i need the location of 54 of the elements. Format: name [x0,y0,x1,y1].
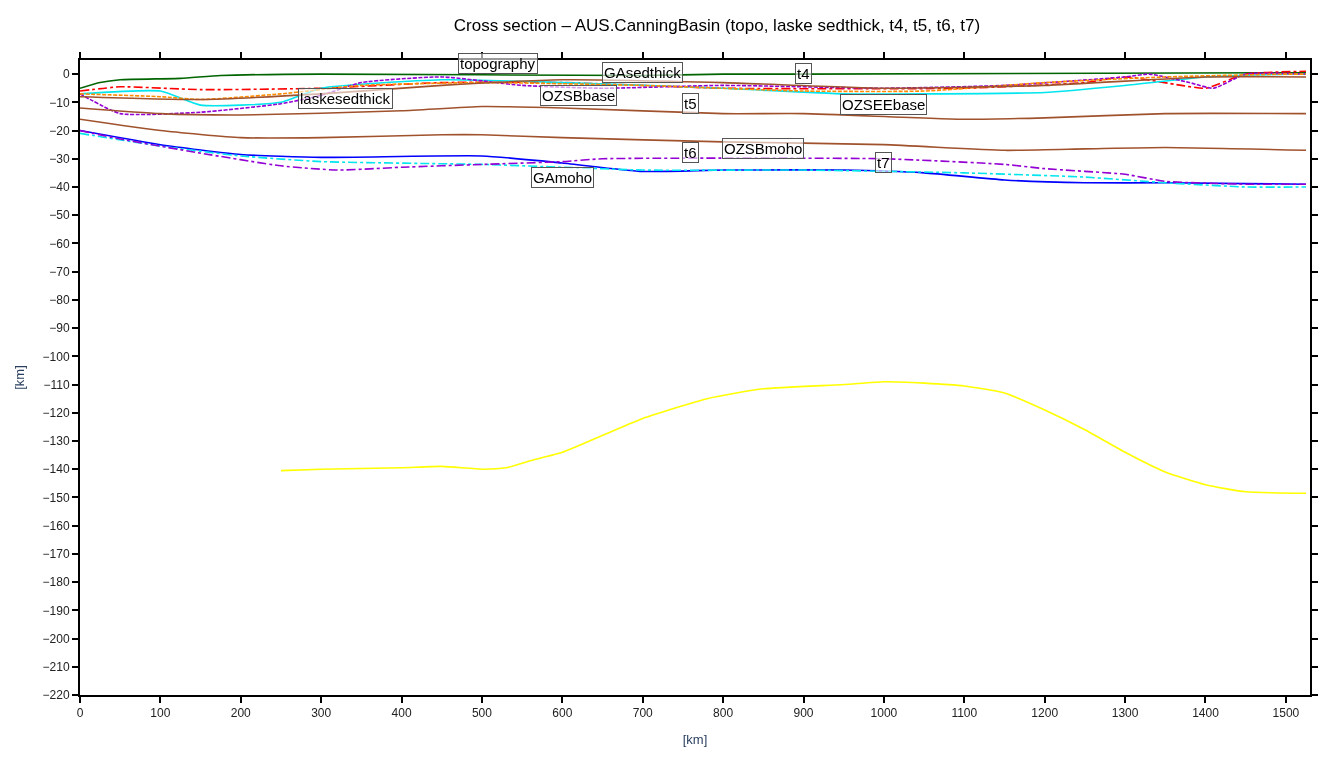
y-tick-label: −170 [42,547,70,562]
y-tick-label: −220 [42,688,70,703]
x-tick-label: 600 [552,706,573,721]
x-tick-label: 1500 [1272,706,1300,721]
x-tick-label: 200 [230,706,252,721]
y-tick-label: −210 [42,659,70,674]
y-tick-label: −130 [42,434,70,449]
y-tick-label: −90 [49,321,70,336]
y-tick-label: −30 [49,151,70,166]
annotation: t5 [684,95,697,112]
annotation: t6 [684,144,697,161]
annotation: GAmoho [533,169,593,186]
y-tick-label: −50 [49,208,70,223]
y-tick-label: −60 [49,236,70,251]
y-tick-label: −80 [49,293,70,308]
y-tick-label: −190 [42,603,70,618]
y-tick-label: −150 [42,490,70,505]
y-tick-label: −180 [42,575,70,590]
y-tick-label: −140 [42,462,70,477]
annotation: laskesedthick [300,90,391,107]
chart-title: Cross section – AUS.CanningBasin (topo, laske sedthick, t4, t5, t6, t7) [453,15,981,35]
y-tick-label: −40 [49,180,70,195]
x-tick-label: 1000 [870,706,898,721]
y-tick-label: −200 [42,631,70,646]
x-axis-title: [km] [682,731,708,747]
x-tick-label: 100 [150,706,171,721]
y-tick-label: −20 [49,123,70,138]
x-tick-label: 500 [471,706,493,721]
y-axis-title: [km] [12,365,28,390]
x-tick-label: 700 [632,706,654,721]
x-tick-label: 1100 [951,706,978,721]
x-tick-label: 800 [713,706,734,721]
annotation: t4 [797,65,810,82]
x-tick-label: 900 [793,706,814,721]
x-tick-label: 0 [76,706,84,721]
y-tick-label: −110 [43,377,70,392]
x-tick-label: 1300 [1111,706,1139,721]
annotation: GAsedthick [604,64,682,81]
x-tick-label: 1200 [1031,706,1059,721]
x-tick-label: 300 [311,706,332,721]
line-series [280,380,1307,495]
y-tick-label: −120 [42,405,70,420]
x-tick-label: 1400 [1192,706,1220,721]
annotation: t7 [877,154,890,171]
y-tick-label: −70 [49,264,70,279]
y-tick-label: −100 [42,349,70,364]
annotation: OZSBbase [542,87,616,104]
y-tick-label: −10 [49,95,70,110]
y-tick-label: −160 [42,518,70,533]
annotation: OZSEEbase [842,96,926,113]
x-tick-label: 400 [391,706,412,721]
annotation: topography [460,55,536,72]
y-tick-label: 0 [62,67,70,82]
annotation: OZSBmoho [724,140,803,157]
